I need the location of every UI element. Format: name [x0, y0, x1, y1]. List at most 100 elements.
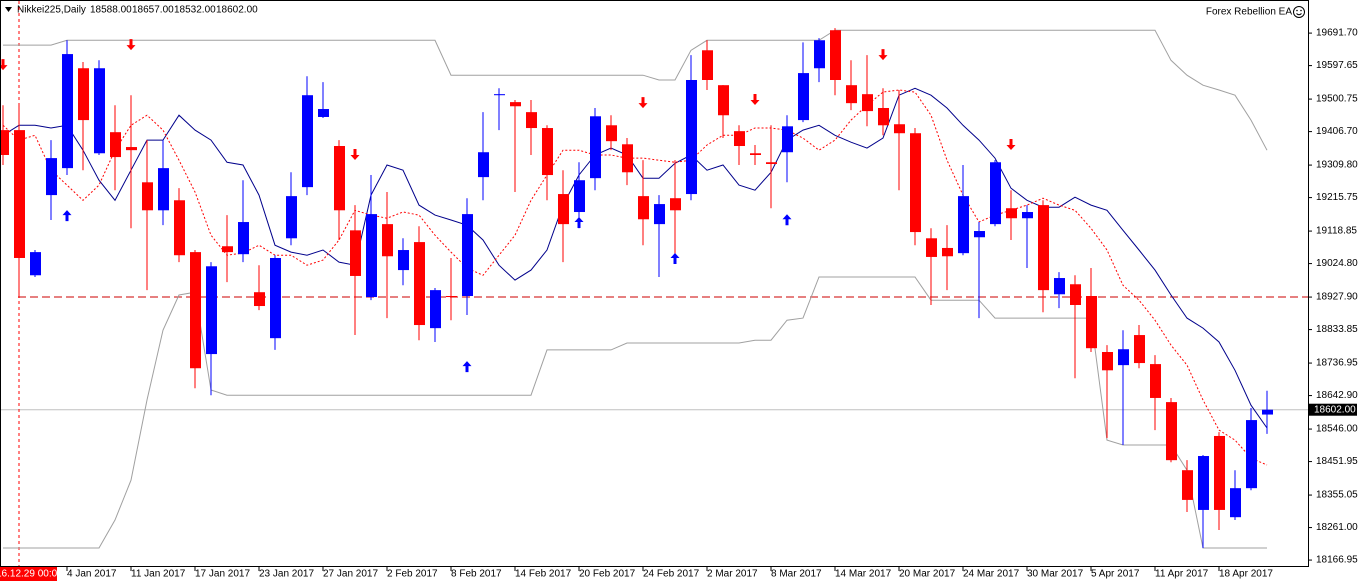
candle-body: [830, 30, 841, 80]
candle-body: [766, 162, 777, 164]
candle-body: [1230, 488, 1241, 518]
candle-body: [494, 94, 505, 96]
candle-body: [46, 158, 57, 196]
y-tick-label: 19597.65: [1316, 60, 1358, 71]
collapse-icon: [5, 7, 12, 12]
candle-body: [926, 238, 937, 257]
candle-body: [62, 54, 73, 169]
plot-area: [1, 1, 1308, 566]
crosshair-label-box: [0, 567, 57, 581]
candle-body: [622, 144, 633, 173]
candle-body: [654, 204, 665, 225]
y-tick-label: 18166.95: [1316, 555, 1358, 566]
candle-body: [462, 214, 473, 297]
candle-body: [1262, 409, 1273, 415]
candle-body: [574, 180, 585, 213]
y-tick-label: 18927.90: [1316, 292, 1358, 303]
candle-body: [750, 153, 761, 155]
header-value: 18657.00: [132, 5, 174, 16]
x-tick-label: 5 Apr 2017: [1091, 569, 1140, 580]
y-tick-label: 19118.85: [1316, 226, 1357, 237]
candle-body: [1198, 456, 1209, 510]
candle-body: [238, 222, 249, 255]
x-tick-label: 4 Jan 2017: [67, 569, 117, 580]
sell-arrow: [126, 39, 136, 51]
indicator-line: [2, 87, 1268, 429]
candle-body: [254, 292, 265, 307]
y-tick-label: 19309.80: [1316, 160, 1358, 171]
y-tick-label: 18451.95: [1316, 456, 1358, 467]
candle-body: [174, 200, 185, 256]
x-tick-label: 11 Apr 2017: [1155, 569, 1209, 580]
y-tick-label: 18642.90: [1316, 390, 1358, 401]
candle-body: [1246, 420, 1257, 489]
candle-body: [1182, 470, 1193, 500]
candle-body: [1214, 435, 1225, 510]
candle-body: [302, 95, 313, 188]
x-tick-label: 14 Feb 2017: [515, 569, 572, 580]
candle-body: [1022, 212, 1033, 219]
candle-body: [382, 224, 393, 257]
x-tick-label: 27 Jan 2017: [323, 569, 378, 580]
candle-body: [734, 131, 745, 147]
candle-body: [318, 109, 329, 117]
candle-body: [206, 266, 217, 355]
candle-body: [958, 196, 969, 254]
x-tick-label: 18 Apr 2017: [1219, 569, 1273, 580]
sell-arrow: [542, 131, 552, 143]
candle-body: [286, 196, 297, 239]
candle-body: [158, 168, 169, 211]
candle-body: [110, 132, 121, 158]
smiley-icon: [1293, 6, 1305, 18]
buy-arrow: [270, 323, 280, 335]
candle-body: [878, 107, 889, 126]
candle-body: [846, 85, 857, 104]
candle-body: [798, 73, 809, 121]
sell-arrow: [1, 59, 8, 71]
x-tick-label: 17 Jan 2017: [195, 569, 250, 580]
sell-arrow: [1006, 138, 1016, 150]
candle-body: [638, 196, 649, 220]
candle-body: [430, 290, 441, 329]
candle-body: [942, 247, 953, 257]
candle-body: [990, 162, 1001, 225]
y-tick-label: 18261.00: [1316, 522, 1358, 533]
y-tick-label: 18736.95: [1316, 358, 1358, 369]
buy-arrow: [670, 252, 680, 264]
x-tick-label: 8 Feb 2017: [451, 569, 502, 580]
sell-arrow: [750, 94, 760, 106]
candle-body: [510, 102, 521, 107]
y-tick-label: 18355.05: [1316, 490, 1358, 501]
indicator-label: Forex Rebellion EA: [1206, 7, 1292, 18]
candle-body: [974, 231, 985, 238]
candle-body: [862, 94, 873, 112]
candle-body: [526, 112, 537, 129]
x-tick-label: 20 Mar 2017: [899, 569, 956, 580]
x-tick-label: 23 Jan 2017: [259, 569, 314, 580]
candle-body: [606, 125, 617, 142]
candle-body: [894, 124, 905, 134]
candle-body: [1150, 364, 1161, 398]
header-value: 18532.00: [174, 5, 216, 16]
candle-body: [414, 242, 425, 326]
candle-body: [686, 79, 697, 195]
candle-body: [142, 182, 153, 211]
y-tick-label: 18546.00: [1316, 424, 1358, 435]
candle-body: [78, 68, 89, 121]
x-tick-label: 8 Mar 2017: [771, 569, 822, 580]
y-tick-label: 19024.80: [1316, 258, 1358, 269]
buy-arrow: [62, 210, 72, 222]
candle-body: [702, 50, 713, 80]
candle-body: [670, 198, 681, 211]
candle-body: [14, 130, 25, 258]
candle-body: [30, 252, 41, 276]
crosshair-label: 16.12.29 00:00: [0, 569, 63, 580]
candle-body: [910, 133, 921, 233]
indicator-line: [3, 29, 1268, 151]
candle-body: [1070, 284, 1081, 305]
candle-body: [94, 68, 105, 154]
candle-body: [542, 128, 553, 176]
buy-arrow: [574, 217, 584, 229]
candle-body: [334, 146, 345, 211]
